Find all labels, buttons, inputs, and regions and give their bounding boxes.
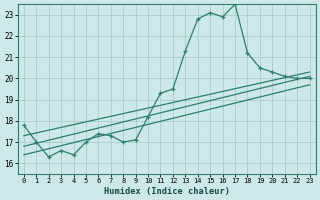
X-axis label: Humidex (Indice chaleur): Humidex (Indice chaleur) (104, 187, 230, 196)
